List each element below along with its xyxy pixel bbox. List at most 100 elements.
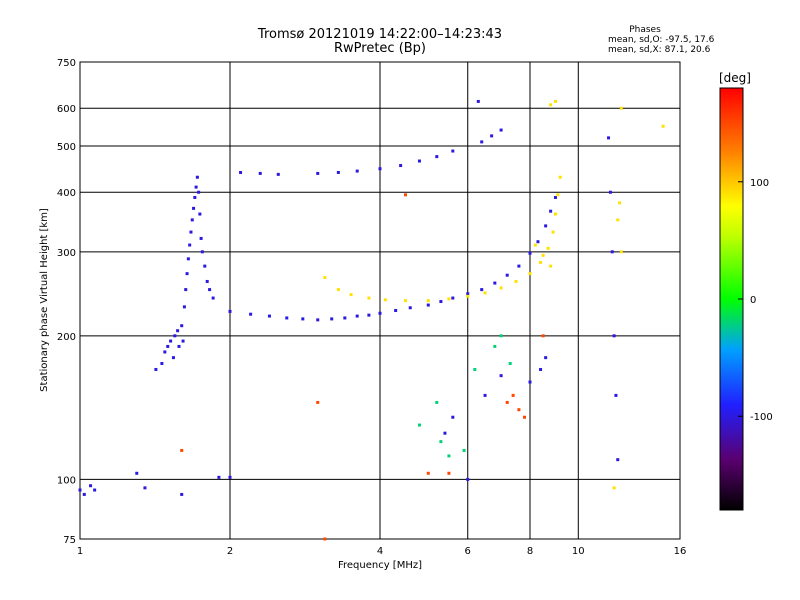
- data-point: [499, 374, 503, 378]
- data-point: [276, 172, 280, 176]
- data-point: [539, 367, 543, 371]
- data-point: [476, 99, 480, 103]
- data-point: [536, 240, 540, 244]
- data-point: [426, 299, 430, 303]
- data-point: [480, 140, 484, 144]
- data-point: [193, 195, 197, 199]
- data-point: [82, 492, 86, 496]
- data-point: [541, 253, 545, 257]
- data-point: [180, 448, 184, 452]
- data-point: [612, 334, 616, 338]
- data-point: [505, 273, 509, 277]
- y-tick-label: 600: [57, 104, 76, 115]
- data-point: [473, 367, 477, 371]
- data-point: [89, 484, 93, 488]
- data-point: [181, 339, 185, 343]
- data-point: [93, 488, 97, 492]
- colorbar-tick-label: 100: [750, 178, 769, 189]
- y-tick-label: 300: [57, 248, 76, 259]
- data-point: [447, 471, 451, 475]
- data-point: [177, 344, 181, 348]
- chart-subtitle: RwPretec (Bp): [334, 41, 426, 56]
- data-point: [616, 458, 620, 462]
- data-point: [541, 334, 545, 338]
- data-point: [528, 380, 532, 384]
- data-point: [403, 299, 407, 303]
- data-point: [185, 272, 189, 276]
- colorbar-tick-label: -100: [750, 412, 773, 423]
- data-point: [499, 334, 503, 338]
- data-point: [199, 236, 203, 240]
- data-point: [336, 170, 340, 174]
- data-point: [323, 276, 327, 280]
- chart-title: Tromsø 20121019 14:22:00–14:23:43: [257, 27, 502, 42]
- data-point: [546, 246, 550, 250]
- data-point: [523, 415, 527, 419]
- data-point: [316, 171, 320, 175]
- x-tick-label: 1: [77, 546, 83, 557]
- data-point: [403, 193, 407, 197]
- data-point: [517, 408, 521, 412]
- data-point: [285, 316, 289, 320]
- colorbar-ticks: 100 0 -100: [738, 178, 773, 423]
- data-point: [533, 243, 537, 247]
- data-point: [553, 99, 557, 103]
- y-axis: 75 100 200 300 400 500 600 750: [57, 58, 76, 546]
- data-point: [549, 264, 553, 268]
- data-point: [549, 103, 553, 107]
- data-point: [483, 393, 487, 397]
- data-point: [483, 291, 487, 295]
- x-tick-label: 2: [227, 546, 233, 557]
- phases-title: Phases: [629, 25, 661, 35]
- data-point: [239, 170, 243, 174]
- x-tick-label: 16: [674, 546, 687, 557]
- data-point: [267, 314, 271, 318]
- data-point: [493, 281, 497, 285]
- data-point: [394, 308, 398, 312]
- data-point: [439, 300, 443, 304]
- y-tick-label: 75: [63, 535, 76, 546]
- data-point: [619, 106, 623, 110]
- data-point: [408, 306, 412, 310]
- data-point: [182, 305, 186, 309]
- y-tick-label: 100: [57, 475, 76, 486]
- data-point: [383, 298, 387, 302]
- data-point: [443, 431, 447, 435]
- data-point: [447, 297, 451, 301]
- data-point: [549, 209, 553, 213]
- data-point: [544, 356, 548, 360]
- data-point: [618, 201, 622, 205]
- data-point: [316, 400, 320, 404]
- x-tick-label: 8: [527, 546, 533, 557]
- data-point: [514, 279, 518, 283]
- data-point: [435, 155, 439, 159]
- data-point: [249, 312, 253, 316]
- data-point: [217, 475, 221, 479]
- data-point: [355, 169, 359, 173]
- data-point: [208, 288, 212, 292]
- data-point: [493, 344, 497, 348]
- data-point: [490, 134, 494, 138]
- data-point: [619, 250, 623, 254]
- x-tick-label: 10: [572, 546, 585, 557]
- data-point: [188, 243, 192, 247]
- data-point: [78, 488, 82, 492]
- phases-x-mode: mean, sd,X: 87.1, 20.6: [608, 45, 711, 55]
- data-point: [198, 212, 202, 216]
- data-point: [189, 230, 193, 234]
- data-point: [258, 171, 262, 175]
- data-point: [616, 218, 620, 222]
- data-point: [539, 260, 543, 264]
- data-point: [528, 272, 532, 276]
- data-point: [426, 303, 430, 307]
- data-point: [462, 448, 466, 452]
- data-point: [190, 218, 194, 222]
- y-tick-label: 200: [57, 332, 76, 343]
- data-point: [163, 350, 167, 354]
- data-point: [205, 279, 209, 283]
- data-point: [343, 316, 347, 320]
- data-point: [228, 475, 232, 479]
- x-axis-label: Frequency [MHz]: [338, 560, 422, 571]
- data-point: [447, 454, 451, 458]
